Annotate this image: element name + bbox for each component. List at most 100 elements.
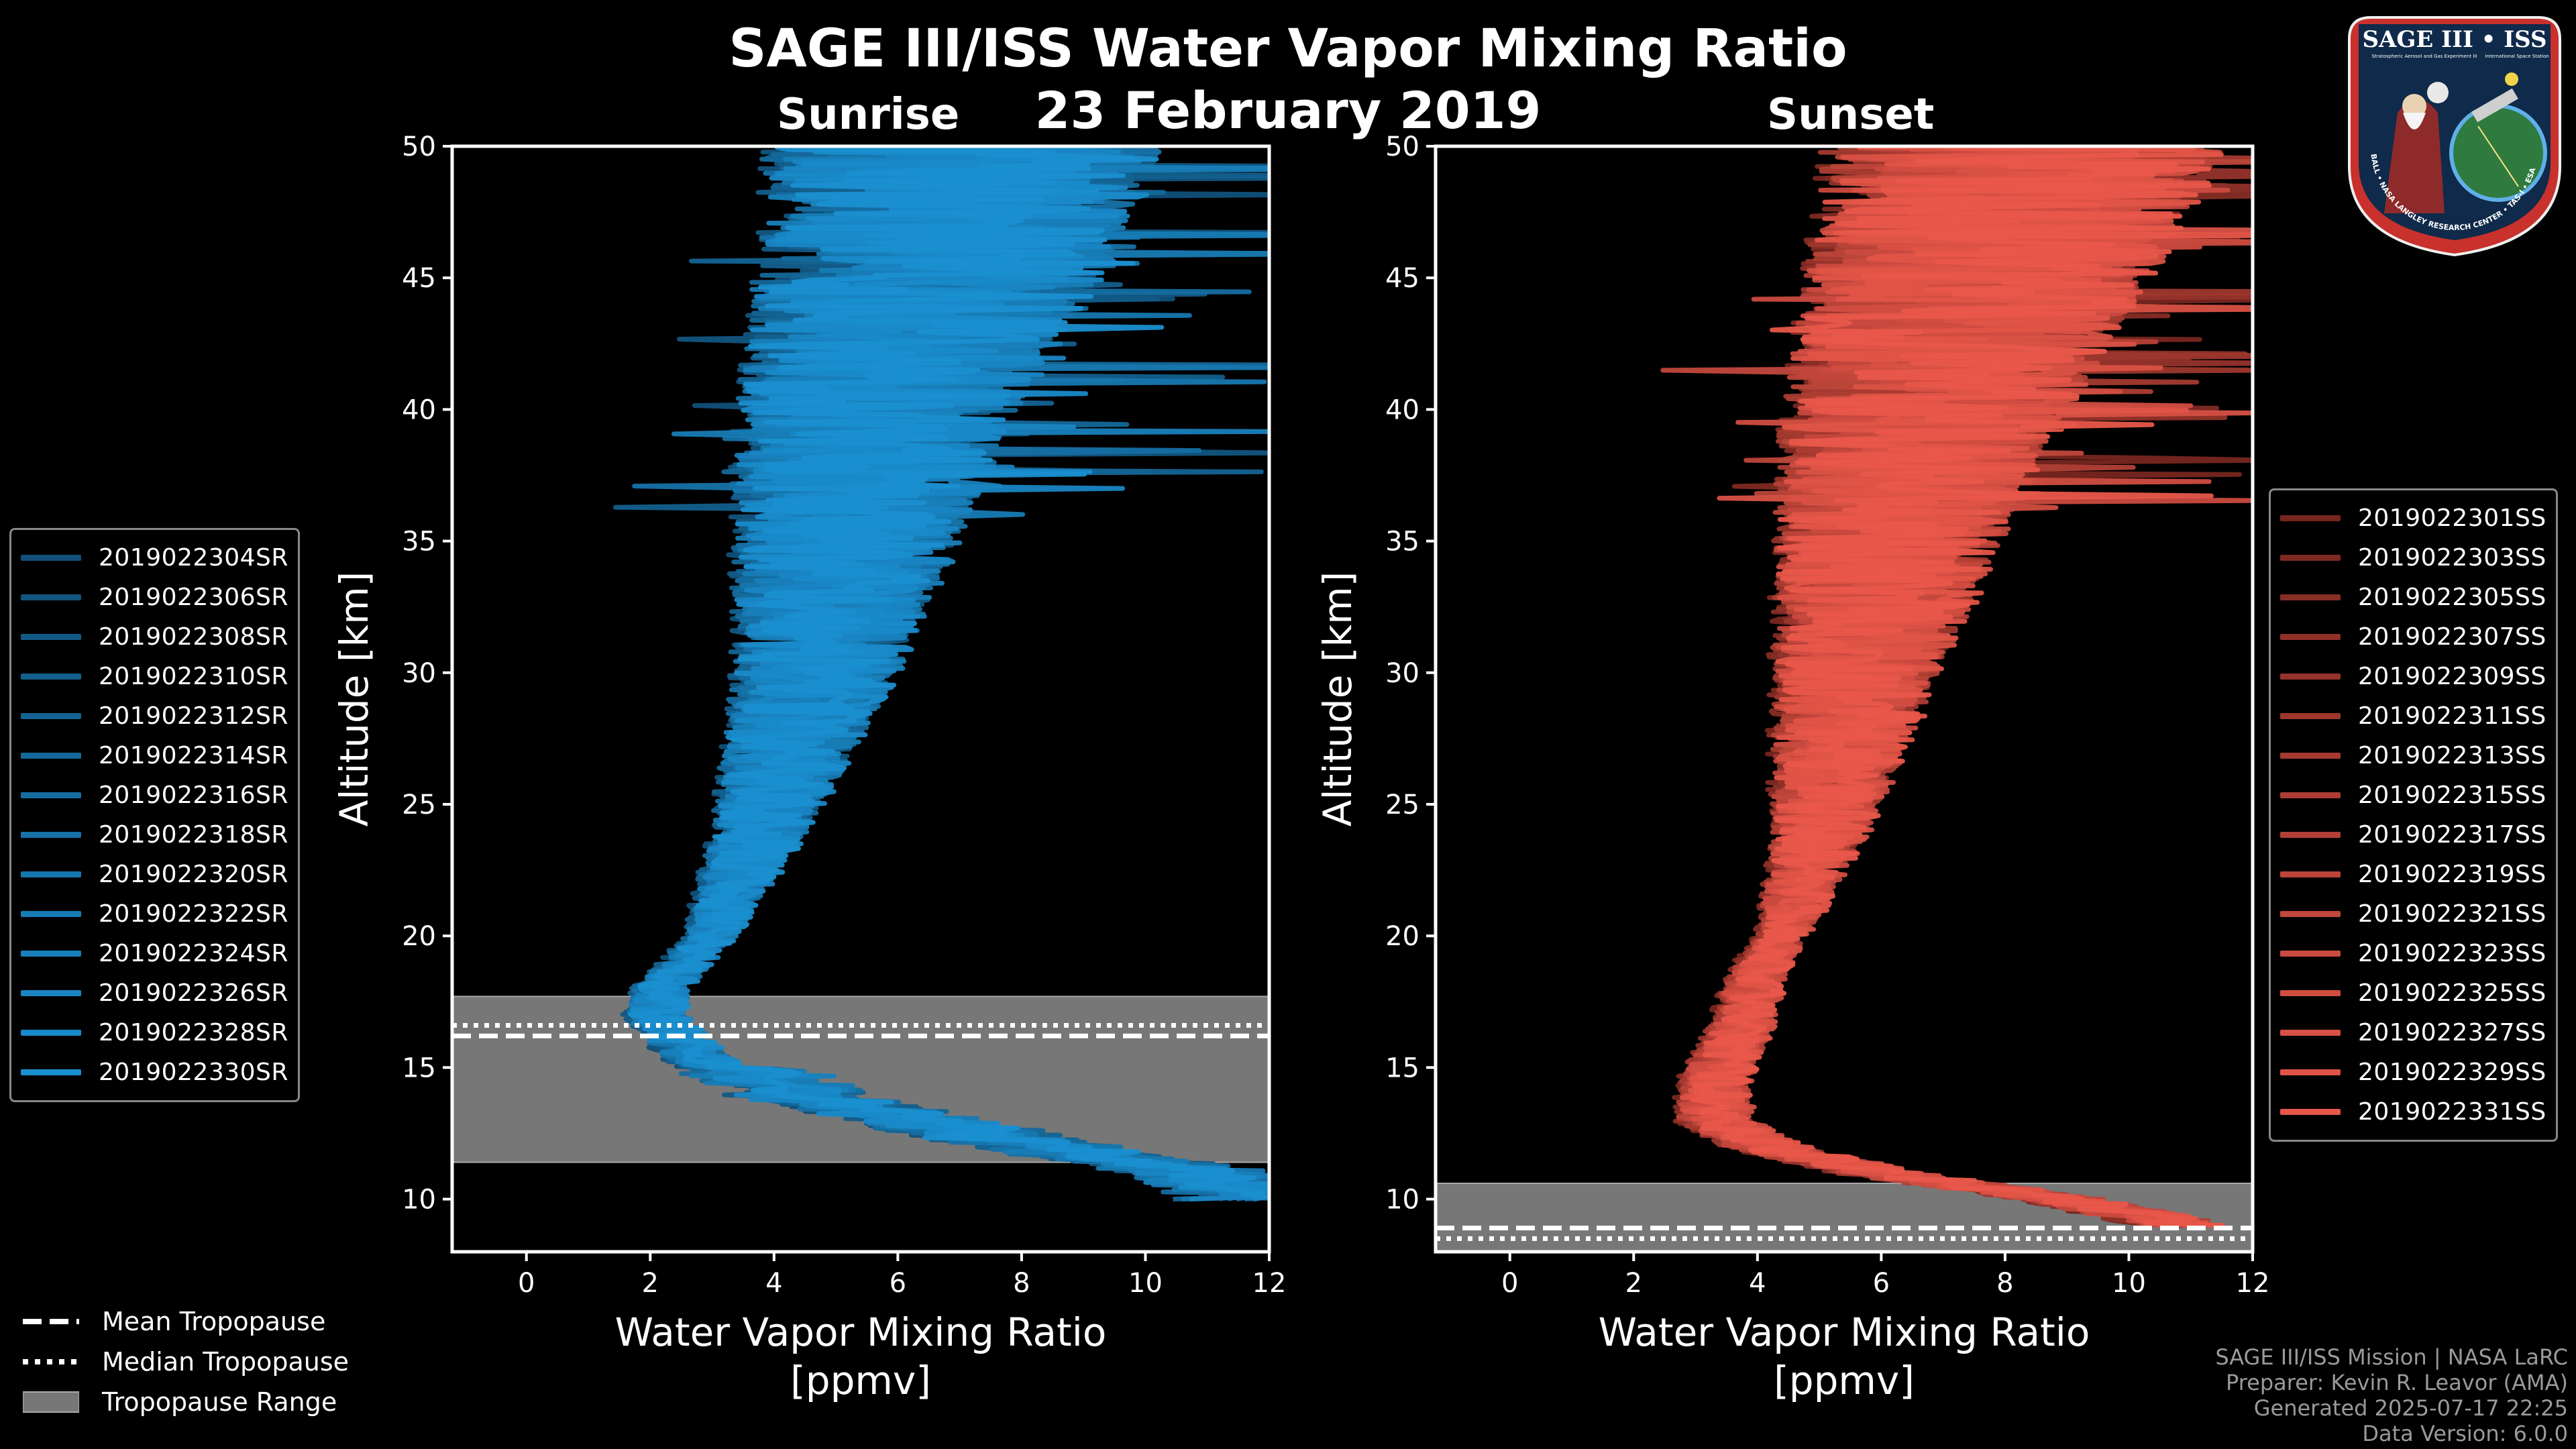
legend-swatch bbox=[21, 951, 81, 957]
tropopause-range-band bbox=[452, 996, 1269, 1163]
legend-swatch bbox=[2280, 1069, 2341, 1075]
x-tick-label: 6 bbox=[1873, 1268, 1890, 1299]
legend-label: 2019022301SS bbox=[2358, 504, 2546, 532]
x-tick-label: 0 bbox=[518, 1268, 535, 1299]
legend-label: 2019022315SS bbox=[2358, 782, 2546, 809]
y-tick-label: 40 bbox=[402, 394, 436, 425]
legend-label: 2019022314SR bbox=[99, 742, 288, 769]
x-axis-units: [ppmv] bbox=[1774, 1358, 1915, 1403]
series-line-2019022331SS bbox=[1691, 146, 2253, 1228]
x-tick-label: 10 bbox=[2112, 1268, 2146, 1299]
y-tick-label: 35 bbox=[1385, 527, 1419, 557]
legend-swatch bbox=[21, 1030, 81, 1036]
legend-label: 2019022310SR bbox=[99, 663, 288, 690]
legend-swatch bbox=[2280, 515, 2341, 521]
legend-label: 2019022312SR bbox=[99, 702, 288, 730]
mean-tropopause-label: Mean Tropopause bbox=[102, 1307, 326, 1336]
plot-frame bbox=[1434, 144, 2255, 1254]
legend-item-2019022331SS: 2019022331SS bbox=[2280, 1092, 2546, 1132]
legend-item-2019022320SR: 2019022320SR bbox=[21, 855, 288, 894]
y-tick-label: 15 bbox=[402, 1053, 436, 1083]
legend-label: 2019022328SR bbox=[99, 1019, 288, 1046]
legend-item-2019022307SS: 2019022307SS bbox=[2280, 617, 2546, 657]
legend-swatch bbox=[2280, 951, 2341, 957]
y-tick-label: 20 bbox=[1385, 921, 1419, 952]
sunrise-legend: 2019022304SR 2019022306SR 2019022308SR 2019… bbox=[9, 528, 300, 1102]
x-tick-label: 12 bbox=[1252, 1268, 1287, 1299]
y-tick-label: 25 bbox=[1385, 790, 1419, 820]
legend-label: 2019022307SS bbox=[2358, 623, 2546, 651]
legend-item-2019022330SR: 2019022330SR bbox=[21, 1053, 288, 1092]
mean-tropopause-swatch bbox=[23, 1319, 79, 1324]
legend-item-2019022325SS: 2019022325SS bbox=[2280, 973, 2546, 1013]
legend-swatch bbox=[21, 713, 81, 719]
legend-swatch bbox=[2280, 753, 2341, 759]
median-tropopause-label: Median Tropopause bbox=[102, 1347, 349, 1377]
legend-item-2019022301SS: 2019022301SS bbox=[2280, 498, 2546, 538]
legend-item-2019022314SR: 2019022314SR bbox=[21, 736, 288, 775]
y-tick-label: 40 bbox=[1385, 394, 1419, 425]
legend-item-2019022323SS: 2019022323SS bbox=[2280, 934, 2546, 973]
legend-swatch bbox=[21, 594, 81, 600]
legend-item-2019022315SS: 2019022315SS bbox=[2280, 775, 2546, 815]
legend-item-2019022317SS: 2019022317SS bbox=[2280, 815, 2546, 855]
y-tick-label: 30 bbox=[1385, 658, 1419, 689]
legend-item-2019022305SS: 2019022305SS bbox=[2280, 578, 2546, 617]
panel-sunrise: 0 2 4 6 8 10 12 10 15 20 25 30 35 40 45 50 Water Vapor M… bbox=[331, 131, 1287, 1403]
legend-swatch bbox=[2280, 911, 2341, 917]
x-axis-label: Water Vapor Mixing Ratio bbox=[615, 1309, 1107, 1355]
legend-swatch bbox=[2280, 871, 2341, 877]
legend-item-median-tropopause: Median Tropopause bbox=[23, 1342, 349, 1382]
x-axis-label: Water Vapor Mixing Ratio bbox=[1599, 1309, 2090, 1355]
legend-item-2019022327SS: 2019022327SS bbox=[2280, 1013, 2546, 1053]
y-tick-label: 50 bbox=[1385, 131, 1419, 162]
legend-label: 2019022329SS bbox=[2358, 1059, 2546, 1086]
legend-item-2019022324SR: 2019022324SR bbox=[21, 934, 288, 973]
legend-item-2019022312SR: 2019022312SR bbox=[21, 696, 288, 736]
series-group bbox=[1660, 146, 2253, 1228]
y-tick-label: 45 bbox=[402, 263, 436, 294]
legend-swatch bbox=[2280, 792, 2341, 798]
x-tick-label: 4 bbox=[1749, 1268, 1766, 1299]
legend-item-2019022329SS: 2019022329SS bbox=[2280, 1053, 2546, 1092]
x-tick-label: 8 bbox=[1996, 1268, 2013, 1299]
x-tick-label: 4 bbox=[765, 1268, 782, 1299]
y-tick-label: 25 bbox=[402, 790, 436, 820]
sage-iii-iss-logo: SAGE III • ISS Stratospheric Aerosol and… bbox=[2348, 16, 2561, 257]
legend-item-2019022310SR: 2019022310SR bbox=[21, 657, 288, 696]
y-tick-label: 10 bbox=[1385, 1185, 1419, 1216]
x-tick-label: 12 bbox=[2236, 1268, 2270, 1299]
panel-sunset: 0 2 4 6 8 10 12 10 15 20 25 30 35 40 45 50 Water Vapor M… bbox=[1315, 131, 2270, 1403]
chart-title: SAGE III/ISS Water Vapor Mixing Ratio bbox=[729, 19, 1847, 79]
series-group bbox=[613, 146, 1269, 1201]
legend-label: 2019022325SS bbox=[2358, 979, 2546, 1007]
legend-label: 2019022324SR bbox=[99, 940, 288, 967]
sunset-legend: 2019022301SS 2019022303SS 2019022305SS 2019… bbox=[2269, 488, 2558, 1142]
y-tick-label: 50 bbox=[402, 131, 436, 162]
y-axis-label: Altitude [km] bbox=[331, 572, 377, 826]
legend-label: 2019022305SS bbox=[2358, 584, 2546, 611]
sunrise-panel-title: Sunrise bbox=[777, 90, 960, 140]
legend-swatch bbox=[2280, 1030, 2341, 1036]
tropopause-range-label: Tropopause Range bbox=[102, 1387, 337, 1417]
legend-label: 2019022322SR bbox=[99, 900, 288, 928]
legend-label: 2019022303SS bbox=[2358, 544, 2546, 572]
y-tick-label: 20 bbox=[402, 921, 436, 952]
chart-date: 23 February 2019 bbox=[1034, 80, 1542, 140]
legend-item-2019022321SS: 2019022321SS bbox=[2280, 894, 2546, 934]
legend-label: 2019022309SS bbox=[2358, 663, 2546, 690]
footer-generated: Generated 2025-07-17 22:25 bbox=[2253, 1395, 2568, 1421]
footer-preparer: Preparer: Kevin R. Leavor (AMA) bbox=[2225, 1370, 2568, 1395]
logo-subtitle1: Stratospheric Aerosol and Gas Experiment… bbox=[2371, 54, 2477, 59]
legend-item-2019022318SR: 2019022318SR bbox=[21, 815, 288, 855]
legend-swatch bbox=[21, 555, 81, 561]
legend-item-mean-tropopause: Mean Tropopause bbox=[23, 1301, 349, 1342]
legend-label: 2019022321SS bbox=[2358, 900, 2546, 928]
y-axis-label: Altitude [km] bbox=[1315, 572, 1360, 826]
x-axis-units: [ppmv] bbox=[790, 1358, 931, 1403]
x-tick-label: 0 bbox=[1501, 1268, 1518, 1299]
y-tick-label: 45 bbox=[1385, 263, 1419, 294]
legend-swatch bbox=[21, 832, 81, 838]
median-tropopause-swatch bbox=[23, 1359, 79, 1364]
legend-label: 2019022331SS bbox=[2358, 1098, 2546, 1126]
